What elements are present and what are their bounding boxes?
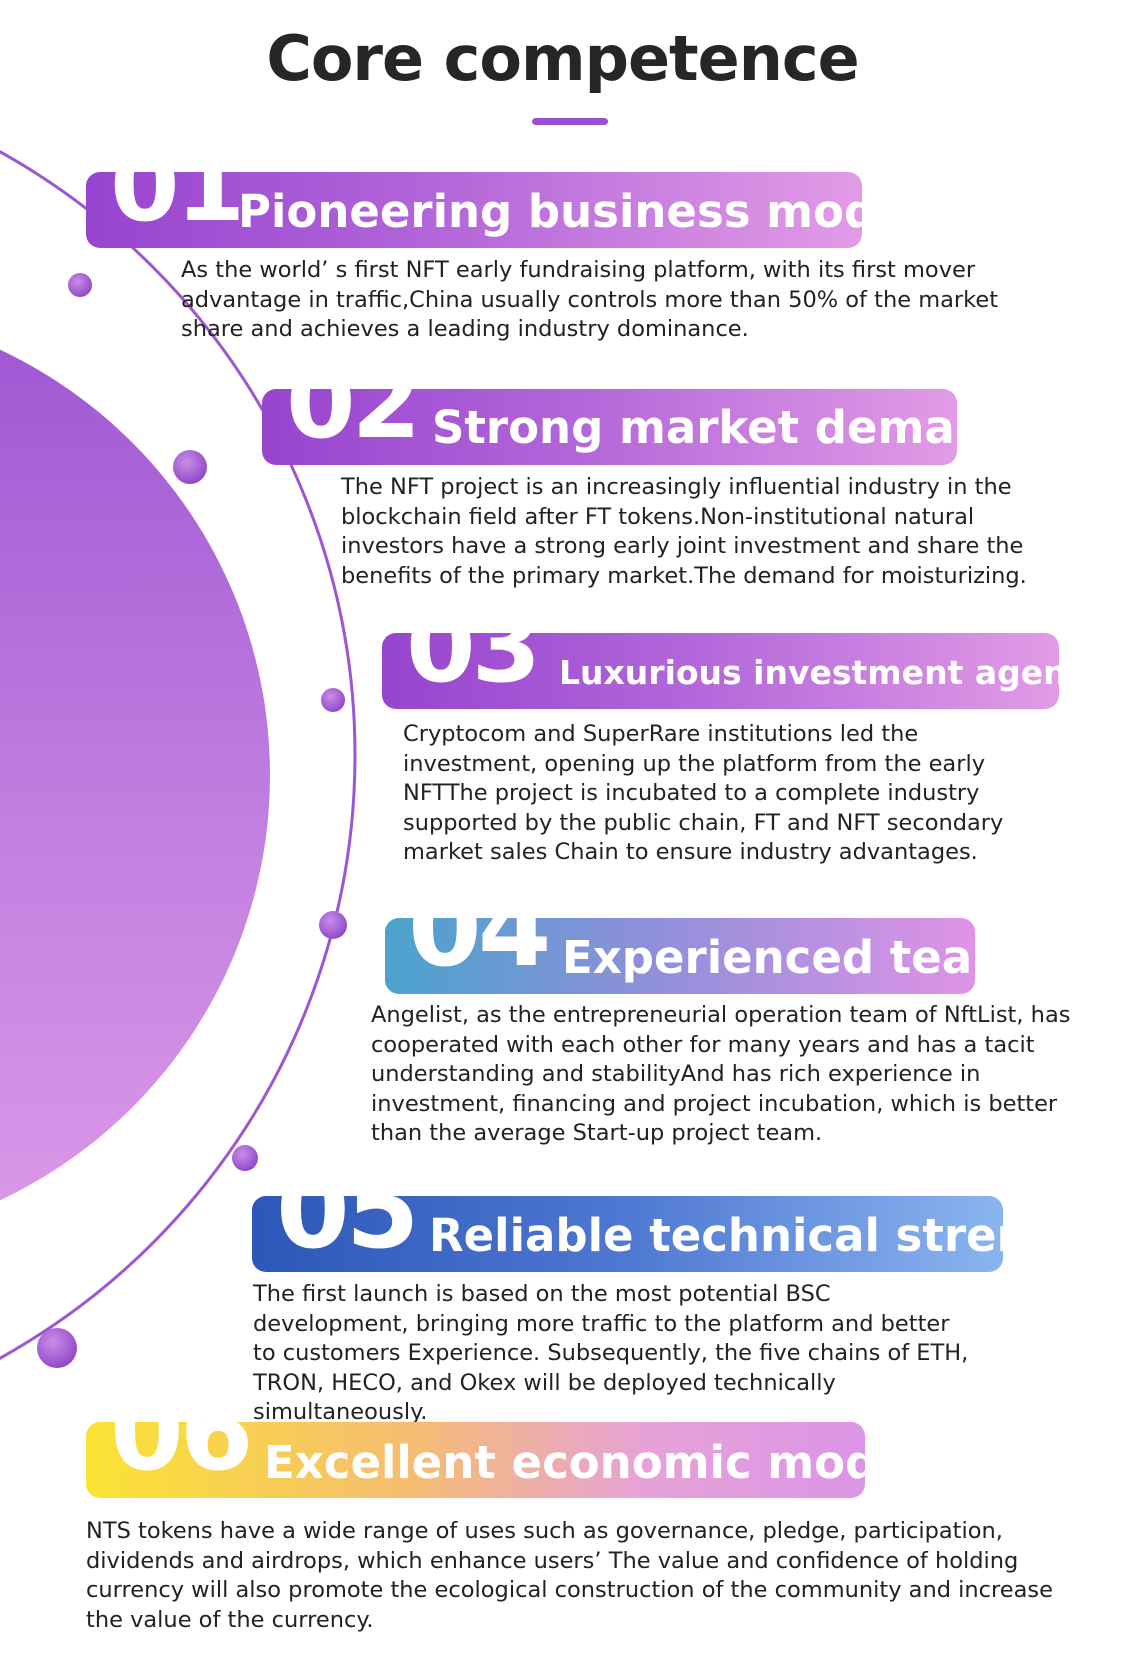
section-03-banner: [382, 633, 1059, 709]
title-underline: [532, 118, 608, 125]
section-04-description: Angelist, as the entrepreneurial operati…: [371, 1002, 1071, 1146]
section-05-banner: [252, 1196, 1003, 1272]
section-05-heading: Reliable technical strength: [429, 1209, 1115, 1262]
section-06-description: NTS tokens have a wide range of uses suc…: [86, 1518, 1053, 1633]
section-05-description: The first launch is based on the most po…: [253, 1281, 969, 1425]
section-06-heading: Excellent economic model: [264, 1436, 924, 1489]
page-title: Core competence: [266, 22, 859, 95]
section-01-heading: Pioneering business model: [238, 185, 923, 238]
section-02-heading: Strong market demand: [432, 401, 1020, 454]
timeline-dot: [37, 1328, 77, 1368]
section-05-number: 05: [276, 1149, 420, 1272]
timeline-dot: [68, 273, 92, 297]
timeline-dot: [232, 1145, 258, 1171]
section-06-number: 06: [110, 1371, 254, 1494]
section-01-number: 01: [110, 127, 245, 244]
timeline-dot: [319, 911, 347, 939]
section-03-description: Cryptocom and SuperRare institutions led…: [403, 721, 1004, 865]
section-02-banner: [262, 389, 957, 465]
large-gradient-circle: [0, 349, 270, 1201]
timeline-dot: [321, 688, 345, 712]
section-04-heading: Experienced team: [562, 931, 1020, 984]
section-06-banner: [86, 1422, 865, 1498]
section-01-banner: [86, 172, 862, 248]
timeline-dot: [173, 450, 207, 484]
section-01-description: As the world’ s first NFT early fundrais…: [181, 257, 999, 342]
section-03-number: 03: [406, 588, 541, 705]
outer-ring: [0, 150, 357, 1360]
section-02-description: The NFT project is an increasingly influ…: [341, 474, 1027, 589]
section-04-number: 04: [408, 867, 552, 990]
section-04-banner: [385, 918, 975, 994]
section-02-number: 02: [286, 344, 421, 461]
section-03-heading: Luxurious investment agency: [559, 653, 1108, 692]
